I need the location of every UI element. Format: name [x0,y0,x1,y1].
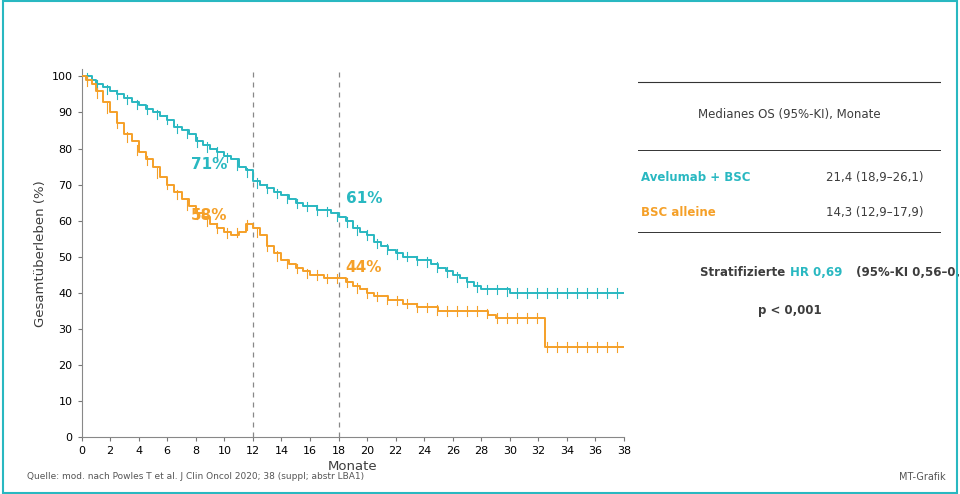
Text: Avelumab + BSC: Avelumab + BSC [641,171,751,184]
Text: 61%: 61% [346,191,382,206]
Text: HR 0,69: HR 0,69 [789,266,842,279]
Text: MT-Grafik: MT-Grafik [899,472,946,482]
X-axis label: Monate: Monate [328,460,377,473]
Text: Gesamtüberleben in der kompletten Studienpopulation: Gesamtüberleben in der kompletten Studie… [12,22,644,41]
Text: 58%: 58% [191,207,228,222]
Text: BSC alleine: BSC alleine [641,206,716,219]
Text: p < 0,001: p < 0,001 [757,304,822,317]
Y-axis label: Gesamtüberleben (%): Gesamtüberleben (%) [35,180,47,327]
Text: 71%: 71% [191,157,228,172]
Text: 21,4 (18,9–26,1): 21,4 (18,9–26,1) [826,171,924,184]
Text: Stratifizierte: Stratifizierte [700,266,789,279]
Text: 14,3 (12,9–17,9): 14,3 (12,9–17,9) [826,206,924,219]
Text: 44%: 44% [346,260,382,275]
Text: (95%-KI 0,56–0,86): (95%-KI 0,56–0,86) [852,266,960,279]
Text: Quelle: mod. nach Powles T et al. J Clin Oncol 2020; 38 (suppl; abstr LBA1): Quelle: mod. nach Powles T et al. J Clin… [27,472,364,481]
Text: Medianes OS (95%-KI), Monate: Medianes OS (95%-KI), Monate [698,108,881,122]
